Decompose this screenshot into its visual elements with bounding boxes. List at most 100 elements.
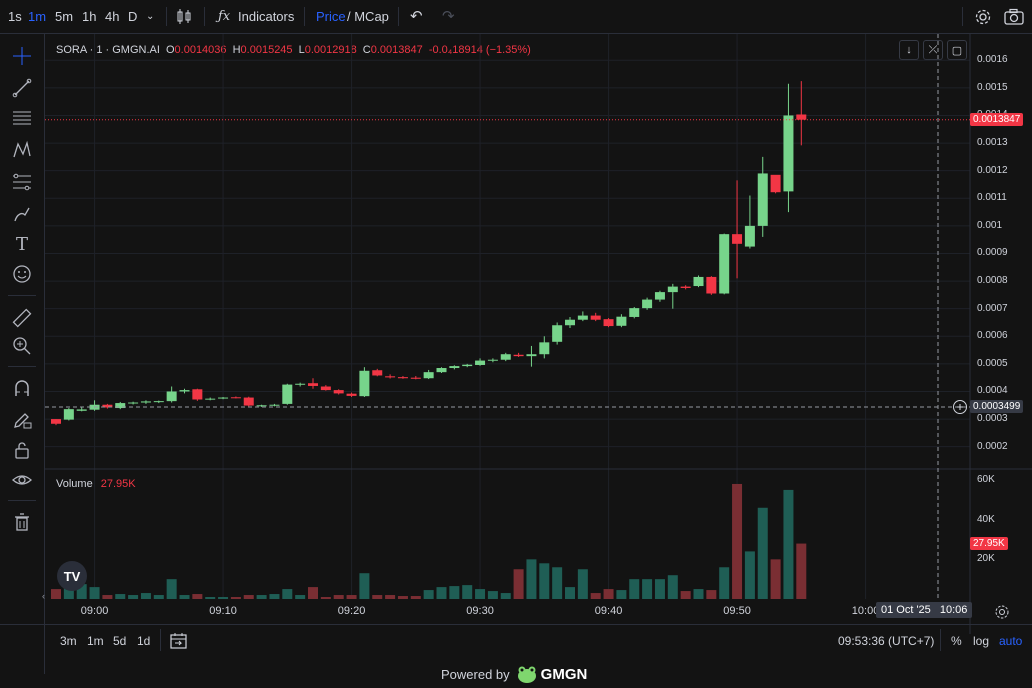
volume-bar (102, 595, 113, 599)
eye-icon[interactable] (10, 468, 34, 492)
percent-toggle[interactable]: % (951, 634, 962, 648)
ruler-icon[interactable] (10, 306, 34, 330)
candle-body (487, 359, 498, 361)
pencil-lock-icon[interactable] (10, 408, 34, 432)
log-toggle[interactable]: log (973, 634, 990, 648)
indicators-button[interactable]: Indicators (238, 9, 295, 24)
price-tick-label: 0.0016 (977, 54, 1008, 66)
text-icon[interactable]: T (15, 233, 28, 255)
volume-bar (397, 596, 408, 599)
candle-body (629, 308, 640, 317)
price-tick-label: 0.0015 (977, 81, 1008, 93)
candle-body (102, 404, 113, 408)
drawing-toolbar: T (0, 34, 45, 674)
candle-body (282, 384, 293, 404)
trend-line-icon[interactable] (10, 76, 34, 100)
price-toggle[interactable]: Price (316, 9, 346, 24)
candle-body (51, 419, 61, 424)
interval-1m[interactable]: 1m (28, 9, 47, 24)
time-tick-label: 09:10 (209, 605, 237, 617)
add-alert-icon[interactable] (952, 399, 968, 415)
tv-logo-icon[interactable]: TV (57, 561, 87, 591)
candle-body (269, 404, 280, 406)
symbol-title[interactable]: SORA · 1 · GMGN.AI (56, 44, 160, 56)
price-tick-label: 0.0005 (977, 357, 1008, 369)
ohlc-legend: SORA · 1 · GMGN.AI O0.0014036 H0.0015245… (56, 44, 534, 56)
time-tick-label: 10:00 (851, 605, 880, 617)
volume-legend: Volume 27.95K (56, 478, 136, 490)
volume-label: Volume (56, 478, 93, 490)
volume-bar (616, 590, 627, 599)
zoom-in-icon[interactable] (10, 334, 34, 358)
collapse-icon[interactable]: ⤫ (923, 40, 943, 60)
fx-icon[interactable]: ƒx (218, 9, 231, 24)
volume-bar (230, 597, 241, 599)
open-value: 0.0014036 (174, 44, 227, 56)
price-tick-label: 0.0007 (977, 302, 1008, 314)
top-toolbar: 1s 1m 5m 1h 4h D ⌄ ƒx Indicators Price /… (0, 0, 1032, 34)
candle-body (243, 397, 254, 406)
magnet-icon[interactable] (10, 376, 34, 400)
pattern-icon[interactable] (10, 138, 34, 162)
chevron-down-icon[interactable]: ⌄ (146, 11, 155, 22)
price-chart[interactable] (45, 34, 1032, 634)
volume-bar (693, 589, 704, 599)
arrow-down-icon[interactable]: ↓ (899, 40, 919, 60)
interval-1s[interactable]: 1s (8, 9, 22, 24)
candle-body (513, 354, 524, 357)
mcap-toggle[interactable]: / MCap (347, 9, 389, 24)
candle-body (680, 286, 691, 288)
volume-bar (539, 563, 550, 599)
candle-body (397, 377, 408, 379)
lock-icon[interactable] (10, 438, 34, 462)
divider (940, 629, 941, 651)
range-1d[interactable]: 1d (137, 634, 151, 648)
open-label: O (165, 44, 175, 56)
horizontal-lines-icon[interactable] (10, 106, 34, 130)
settings-gear-icon[interactable] (974, 8, 992, 26)
interval-1h[interactable]: 1h (82, 9, 97, 24)
trash-icon[interactable] (10, 510, 34, 534)
auto-toggle[interactable]: auto (999, 634, 1023, 648)
volume-bar (115, 594, 126, 599)
divider (160, 629, 161, 651)
volume-bar (796, 543, 807, 599)
candle-body (783, 115, 794, 192)
candle-body (359, 370, 370, 397)
camera-icon[interactable] (1004, 8, 1024, 26)
crosshair-icon[interactable] (10, 44, 34, 68)
range-3m[interactable]: 3m (60, 634, 77, 648)
candle-body (616, 316, 627, 326)
close-value: 0.0013847 (370, 44, 423, 56)
calendar-goto-icon[interactable] (170, 632, 188, 649)
interval-5m[interactable]: 5m (55, 9, 74, 24)
candle-body (115, 403, 126, 409)
maximize-icon[interactable]: ▢ (947, 40, 967, 60)
volume-bar (192, 594, 203, 599)
volume-bar (179, 595, 190, 599)
volume-bar (385, 595, 396, 599)
clock-display[interactable]: 09:53:36 (UTC+7) (838, 634, 935, 648)
candles-icon[interactable] (176, 8, 192, 26)
candle-body (462, 364, 473, 367)
range-5d[interactable]: 5d (113, 634, 127, 648)
candle-body (372, 370, 383, 376)
divider (0, 624, 1032, 625)
interval-4h[interactable]: 4h (105, 9, 120, 24)
redo-icon[interactable]: ↷ (442, 8, 455, 25)
price-tick-label: 0.0002 (977, 440, 1008, 452)
volume-bar (256, 595, 267, 599)
volume-bar (552, 567, 563, 599)
axis-settings-icon[interactable] (994, 604, 1010, 620)
scroll-left-icon[interactable]: ‹ (42, 591, 45, 601)
range-1m[interactable]: 1m (87, 634, 104, 648)
emoji-icon[interactable] (10, 262, 34, 286)
volume-bar (487, 591, 498, 599)
volume-bar (642, 579, 653, 599)
crosshair-price-tag: 0.0003499 (970, 400, 1024, 413)
fib-icon[interactable] (10, 170, 34, 194)
undo-icon[interactable]: ↶ (410, 8, 423, 25)
volume-bar (76, 584, 87, 599)
brush-icon[interactable] (10, 202, 34, 226)
interval-1d[interactable]: D (128, 9, 138, 24)
